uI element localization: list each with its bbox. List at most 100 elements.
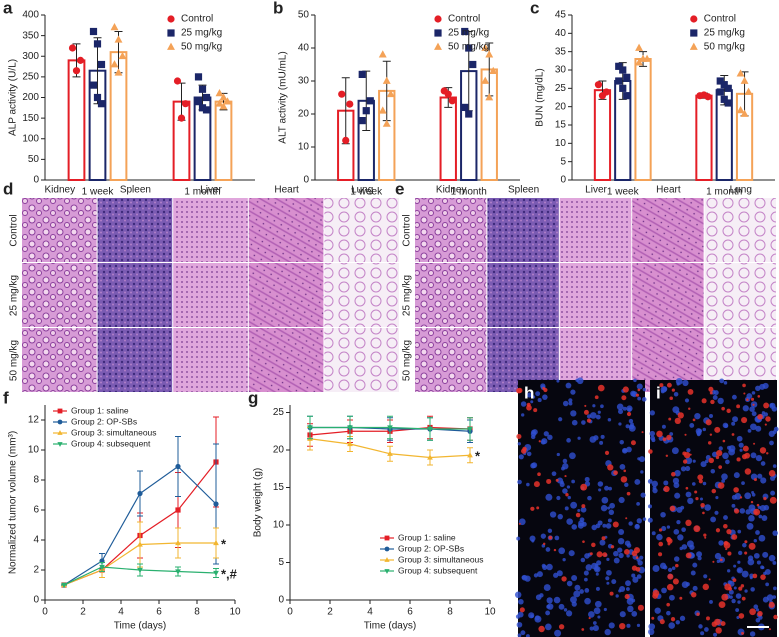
histology-image <box>22 198 97 262</box>
data-point <box>740 109 749 117</box>
red-signal <box>741 454 748 460</box>
data-point <box>175 463 181 470</box>
y-tick-label: 30 <box>555 65 567 76</box>
nucleus <box>546 597 553 604</box>
y-tick-label: 20 <box>273 445 285 456</box>
red-signal <box>610 545 615 549</box>
data-point <box>97 60 106 69</box>
nucleus <box>606 557 610 562</box>
data-point <box>467 426 473 433</box>
data-point <box>467 452 473 458</box>
red-signal <box>740 584 745 588</box>
y-tick-label: 35 <box>555 46 567 57</box>
nucleus <box>639 456 645 463</box>
nucleus <box>731 503 736 508</box>
red-signal <box>665 454 669 458</box>
red-signal <box>700 503 705 508</box>
red-signal <box>635 556 639 560</box>
data-point <box>72 67 81 75</box>
nucleus <box>624 482 629 488</box>
nucleus <box>753 604 759 610</box>
nucleus <box>568 401 573 406</box>
y-tick-label: 200 <box>22 92 39 103</box>
red-signal <box>739 496 743 499</box>
nucleus <box>573 590 581 598</box>
red-signal <box>726 529 732 535</box>
nucleus <box>648 504 653 509</box>
nucleus <box>675 620 680 625</box>
nucleus <box>586 414 592 419</box>
nucleus <box>685 466 691 472</box>
histology-image <box>487 263 559 327</box>
nucleus <box>570 389 576 395</box>
data-point <box>194 98 203 106</box>
nucleus <box>712 395 718 400</box>
red-signal <box>543 387 548 393</box>
nucleus <box>618 589 622 593</box>
data-point <box>137 541 143 547</box>
nucleus <box>676 382 680 386</box>
red-signal <box>711 621 718 627</box>
red-signal <box>517 387 523 394</box>
red-signal <box>663 485 670 493</box>
nucleus <box>695 428 702 434</box>
data-point <box>643 54 652 62</box>
column-label: Lung <box>730 185 752 196</box>
panel-label: e <box>395 179 404 198</box>
data-point <box>89 27 98 36</box>
nucleus <box>719 378 725 384</box>
red-signal <box>753 442 756 445</box>
legend-label: Group 3: simultaneous <box>398 554 484 564</box>
nucleus <box>737 560 741 564</box>
red-signal <box>715 455 720 460</box>
nucleus <box>599 539 606 546</box>
column-label: Lung <box>351 185 373 196</box>
nucleus <box>661 526 667 532</box>
nucleus <box>551 471 557 477</box>
row-label: 50 mg/kg <box>9 340 20 381</box>
legend-marker <box>57 430 63 435</box>
red-signal <box>518 522 521 525</box>
nucleus <box>729 595 733 599</box>
red-signal <box>705 419 712 426</box>
nucleus <box>611 579 617 585</box>
red-signal <box>519 607 525 613</box>
nucleus <box>681 544 688 550</box>
red-signal <box>711 488 717 494</box>
nucleus <box>636 574 642 579</box>
red-signal <box>687 389 694 395</box>
y-tick-label: 350 <box>22 30 39 41</box>
legend-marker <box>384 546 390 552</box>
red-signal <box>693 525 701 533</box>
data-point <box>68 44 77 52</box>
red-signal <box>725 548 728 551</box>
nucleus <box>714 510 719 515</box>
data-point <box>93 93 102 102</box>
nucleus <box>666 525 671 529</box>
nucleus <box>633 378 637 383</box>
nucleus <box>738 550 743 556</box>
nucleus <box>597 615 601 619</box>
legend-label: Group 4: subsequent <box>71 438 151 448</box>
red-signal <box>658 541 664 547</box>
nucleus <box>750 587 755 592</box>
data-point <box>444 90 452 98</box>
nucleus <box>543 584 551 592</box>
red-signal <box>715 627 722 634</box>
nucleus <box>617 537 625 545</box>
data-point <box>382 119 391 127</box>
red-signal <box>698 479 703 484</box>
nucleus <box>731 394 737 400</box>
red-signal <box>764 423 767 426</box>
x-tick-label: 2 <box>327 607 333 618</box>
nucleus <box>566 438 571 443</box>
histology-image <box>324 328 399 392</box>
nucleus <box>702 427 707 432</box>
legend-label: Group 2: OP-SBs <box>71 416 137 426</box>
y-tick-label: 15 <box>273 482 285 493</box>
nucleus <box>577 436 581 440</box>
nucleus <box>571 419 578 426</box>
data-point <box>382 76 391 84</box>
nucleus <box>539 593 544 598</box>
panel-label: b <box>273 0 283 17</box>
